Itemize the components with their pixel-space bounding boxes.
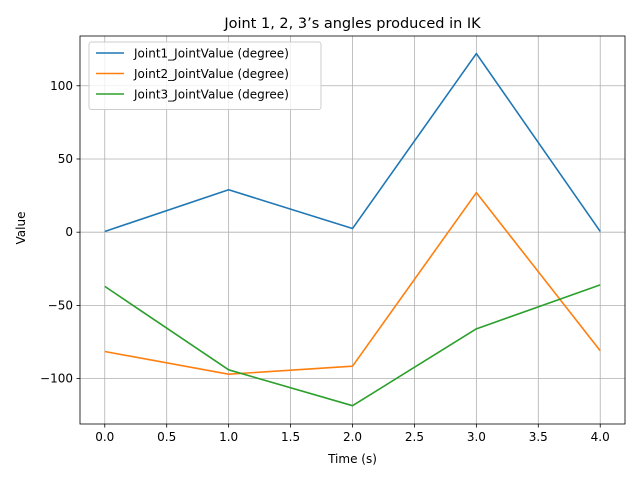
axis-ticks: 0.0 0.5 1.0 1.5 2.0 2.5 3.0 3.5 4.0 −100 −50 0 50 100	[40, 79, 610, 444]
x-tick-label: 0.5	[157, 430, 176, 444]
x-tick-label: 0.0	[95, 430, 114, 444]
x-tick-label: 1.0	[219, 430, 238, 444]
x-tick-label: 2.5	[405, 430, 424, 444]
y-tick-label: 0	[65, 225, 73, 239]
legend-label-joint2: Joint2_JointValue (degree)	[133, 67, 289, 81]
series-lines	[104, 52, 601, 407]
series-line-joint1	[104, 52, 601, 233]
legend: Joint1_JointValue (degree) Joint2_JointVa…	[88, 41, 322, 110]
x-tick-label: 2.0	[343, 430, 362, 444]
chart-title: Joint 1, 2, 3’s angles produced in IK	[223, 16, 481, 32]
y-tick-label: 100	[50, 79, 73, 93]
legend-label-joint3: Joint3_JointValue (degree)	[133, 88, 289, 102]
y-tick-label: 50	[58, 152, 73, 166]
x-axis-label: Time (s)	[327, 452, 377, 466]
x-tick-label: 3.5	[529, 430, 548, 444]
series-line-joint2	[104, 191, 601, 376]
x-tick-label: 3.0	[467, 430, 486, 444]
y-tick-label: −50	[48, 298, 73, 312]
y-tick-label: −100	[40, 372, 73, 386]
y-axis-label: Value	[14, 212, 28, 245]
x-tick-label: 1.5	[281, 430, 300, 444]
legend-label-joint1: Joint1_JointValue (degree)	[133, 47, 289, 61]
x-tick-label: 4.0	[591, 430, 610, 444]
series-line-joint3	[104, 284, 601, 407]
legend-box	[88, 41, 322, 110]
